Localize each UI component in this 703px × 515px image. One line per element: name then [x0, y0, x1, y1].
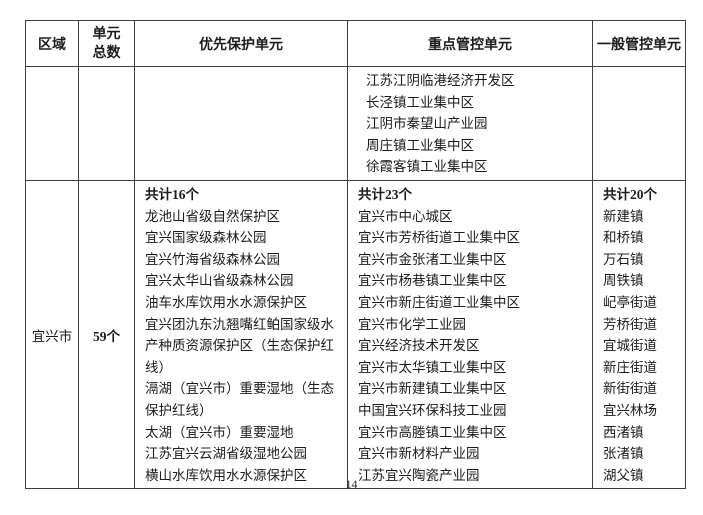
priority-unit-item: 宜兴国家级森林公园: [145, 230, 267, 246]
col-header-unit-total-label: 单元总数: [92, 26, 121, 61]
col-header-general-control: 一般管控单元: [592, 20, 686, 67]
general-control-unit-item: 屺亭街道: [603, 294, 657, 310]
general-control-unit-item: 宜城街道: [603, 338, 657, 354]
key-control-unit-item: 宜兴经济技术开发区: [358, 338, 480, 354]
col-header-priority: 优先保护单元: [134, 20, 348, 67]
col-header-region: 区域: [25, 20, 79, 67]
priority-unit-item: 龙池山省级自然保护区: [145, 208, 280, 224]
cell-general-control-units: 共计20个 新建镇和桥镇万石镇周铁镇屺亭街道芳桥街道宜城街道新庄街道新街街道宜兴…: [592, 179, 686, 490]
priority-unit-item: 宜兴竹海省级森林公园: [145, 251, 280, 267]
key-control-unit-item: 宜兴市中心城区: [358, 208, 453, 224]
priority-unit-item: 滆湖（宜兴市）重要湿地（生态保护红线）: [145, 381, 334, 418]
key-control-unit-item: 周庄镇工业集中区: [366, 137, 474, 153]
key-control-unit-item: 宜兴市高塍镇工业集中区: [358, 424, 507, 440]
key-control-unit-item: 徐霞客镇工业集中区: [366, 159, 488, 175]
cell-priority-units: [134, 66, 348, 181]
key-control-units-total: 共计23个: [358, 186, 412, 202]
cell-key-control-units: 共计23个 宜兴市中心城区宜兴市芳桥街道工业集中区 宜兴市金张渚工业集中区 宜兴市杨…: [347, 179, 593, 490]
key-control-unit-item: 长泾镇工业集中区: [366, 94, 474, 110]
key-control-unit-item: 江苏宜兴陶瓷产业园: [358, 467, 480, 483]
general-control-unit-item: 万石镇: [603, 251, 644, 267]
cell-priority-units: 共计16个 龙池山省级自然保护区 宜兴国家级森林公园 宜兴竹海省级森林公园 宜兴太华山…: [134, 179, 348, 490]
priority-unit-item: 宜兴团氿东氿翘嘴红鲌国家级水产种质资源保护区（生态保护红线）: [145, 316, 334, 375]
priority-unit-item: 宜兴太华山省级森林公园: [145, 273, 294, 289]
cell-key-control-units: 江苏江阴临港经济开发区 长泾镇工业集中区 江阴市秦望山产业园 周庄镇工业集中区 徐霞客镇…: [347, 66, 593, 181]
key-control-unit-item: 宜兴市新建镇工业集中区: [358, 381, 507, 397]
general-control-unit-item: 新街街道: [603, 381, 657, 397]
key-control-unit-item: 宜兴市金张渚工业集中区: [358, 251, 507, 267]
key-control-unit-item: 江苏江阴临港经济开发区: [366, 73, 515, 88]
general-control-unit-item: 新庄街道: [603, 359, 657, 375]
cell-unit-total: [78, 66, 135, 181]
general-control-unit-item: 宜兴林场: [603, 402, 657, 418]
key-control-unit-item: 宜兴市太华镇工业集中区: [358, 359, 507, 375]
cell-unit-total: 59个: [78, 179, 135, 490]
cell-region: [25, 66, 79, 181]
key-control-unit-item: 宜兴市杨巷镇工业集中区: [358, 273, 507, 289]
key-control-unit-item: 中国宜兴环保科技工业园: [358, 402, 507, 418]
col-header-key-control: 重点管控单元: [347, 20, 593, 67]
key-control-unit-item: 宜兴市新材料产业园: [358, 446, 480, 462]
general-control-units-total: 共计20个: [603, 186, 657, 202]
key-control-unit-item: 江阴市秦望山产业园: [366, 116, 488, 132]
cell-region: 宜兴市: [25, 179, 79, 490]
zoning-table: 区域 单元总数 优先保护单元 重点管控单元 一般管控单元 江苏江阴临港经济开发区…: [25, 20, 686, 490]
priority-units-total: 共计16个: [145, 186, 199, 202]
table-row-yixing: 宜兴市 59个 共计16个 龙池山省级自然保护区 宜兴国家级森林公园 宜兴竹海省级森…: [25, 179, 686, 490]
priority-unit-item: 太湖（宜兴市）重要湿地: [145, 424, 294, 440]
key-control-unit-item: 宜兴市新庄街道工业集中区: [358, 294, 520, 310]
key-control-unit-item: 宜兴市芳桥街道工业集中区: [358, 230, 520, 246]
general-control-unit-item: 芳桥街道: [603, 316, 657, 332]
header-row: 区域 单元总数 优先保护单元 重点管控单元 一般管控单元: [25, 20, 686, 67]
general-control-unit-item: 周铁镇: [603, 273, 644, 289]
general-control-unit-item: 和桥镇: [603, 230, 644, 246]
general-control-unit-item: 西渚镇: [603, 424, 644, 440]
priority-unit-item: 油车水库饮用水水源保护区: [145, 294, 307, 310]
priority-unit-item: 江苏宜兴云湖省级湿地公园: [145, 446, 307, 462]
cell-general-control-units: [592, 66, 686, 181]
general-control-unit-item: 湖父镇: [603, 467, 644, 483]
col-header-unit-total: 单元总数: [78, 20, 135, 67]
general-control-unit-item: 张渚镇: [603, 446, 644, 462]
general-control-unit-item: 新建镇: [603, 208, 644, 224]
key-control-unit-item: 宜兴市化学工业园: [358, 316, 466, 332]
priority-unit-item: 横山水库饮用水水源保护区: [145, 467, 307, 483]
page-number: 14: [345, 477, 358, 491]
table-row-continued: 江苏江阴临港经济开发区 长泾镇工业集中区 江阴市秦望山产业园 周庄镇工业集中区 徐霞客镇…: [25, 66, 686, 181]
